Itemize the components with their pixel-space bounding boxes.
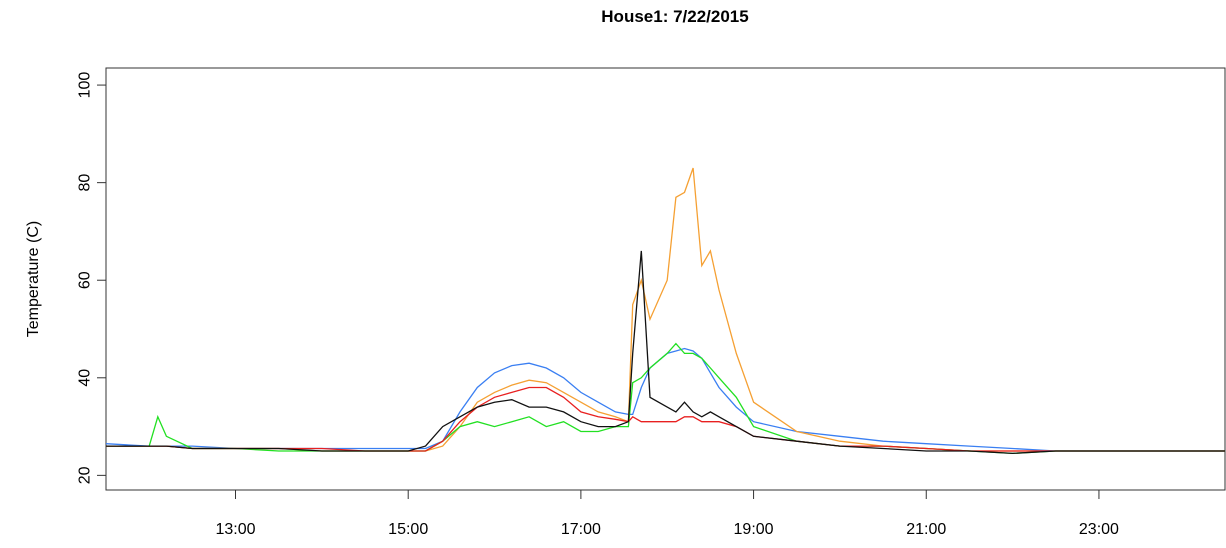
y-axis-label: Temperature (C) bbox=[25, 221, 42, 337]
series-line bbox=[106, 167, 1225, 452]
series-line bbox=[105, 347, 1225, 452]
x-tick-label: 17:00 bbox=[561, 521, 601, 538]
series-line bbox=[106, 342, 1225, 455]
x-tick-label: 21:00 bbox=[906, 521, 946, 538]
x-tick-label: 23:00 bbox=[1079, 521, 1119, 538]
x-tick-label: 19:00 bbox=[734, 521, 774, 538]
y-tick-label: 60 bbox=[77, 271, 94, 289]
x-tick-label: 15:00 bbox=[388, 521, 428, 538]
series-line bbox=[106, 250, 1225, 455]
series-line bbox=[106, 386, 1225, 452]
y-tick-label: 80 bbox=[77, 174, 94, 192]
y-tick-label: 20 bbox=[77, 466, 94, 484]
x-tick-label: 13:00 bbox=[215, 521, 255, 538]
y-tick-label: 100 bbox=[77, 72, 94, 99]
y-tick-label: 40 bbox=[77, 369, 94, 387]
chart-title: House1: 7/22/2015 bbox=[601, 7, 748, 26]
plot-frame bbox=[105, 67, 1226, 491]
